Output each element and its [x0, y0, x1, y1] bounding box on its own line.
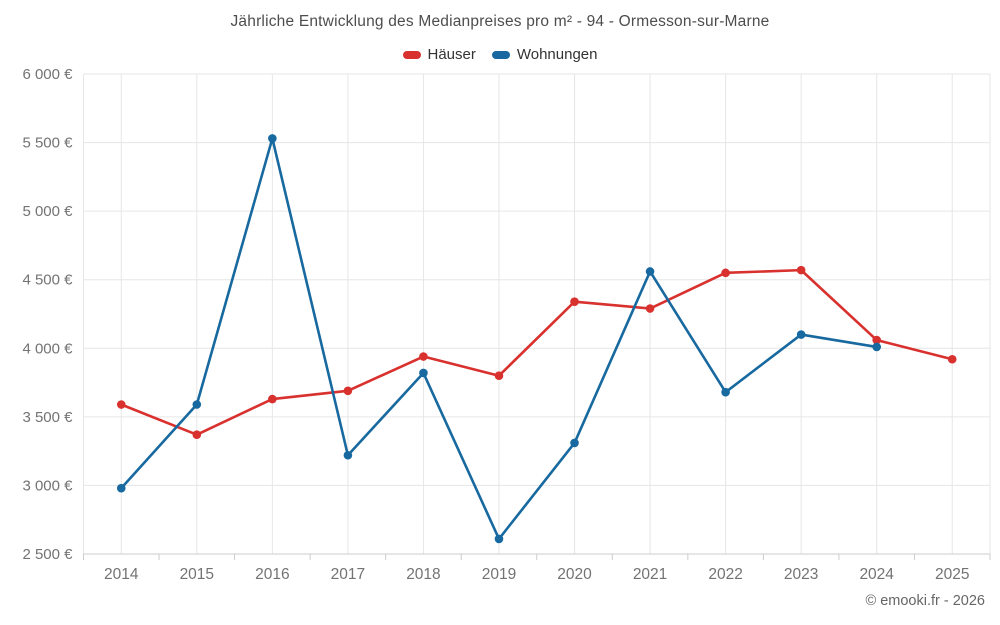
wohnungen-legend-swatch-icon: [491, 50, 510, 59]
data-point-häuser: [721, 268, 730, 278]
y-axis-label: 2 500 €: [22, 546, 73, 563]
x-axis-label: 2021: [633, 566, 667, 583]
x-axis-label: 2025: [935, 566, 969, 583]
data-point-wohnungen: [796, 330, 806, 339]
data-point-wohnungen: [343, 450, 353, 460]
x-axis-label: 2016: [255, 566, 289, 583]
data-point-wohnungen: [872, 342, 881, 352]
y-axis-label: 5 500 €: [22, 135, 73, 152]
x-axis-label: 2017: [331, 566, 365, 583]
data-point-häuser: [570, 297, 579, 306]
data-point-wohnungen: [645, 267, 655, 276]
hauser-legend-swatch-icon: [402, 50, 421, 59]
data-point-wohnungen: [419, 368, 428, 378]
x-axis-label: 2023: [784, 566, 818, 583]
y-axis-label: 3 000 €: [22, 477, 73, 494]
x-axis-label: 2018: [406, 566, 440, 583]
data-point-häuser: [796, 265, 806, 275]
x-axis-label: 2020: [557, 566, 592, 583]
x-axis-label: 2014: [104, 566, 139, 583]
y-axis-label: 3 500 €: [22, 409, 73, 426]
legend-item-hauser[interactable]: Häuser: [402, 46, 476, 63]
data-point-häuser: [192, 430, 202, 439]
y-axis-label: 4 000 €: [22, 340, 73, 357]
data-point-wohnungen: [116, 483, 126, 493]
data-point-wohnungen: [192, 400, 202, 409]
y-axis-label: 4 500 €: [22, 272, 73, 289]
chart-legend: Häuser Wohnungen: [0, 46, 1000, 63]
data-point-wohnungen: [268, 134, 277, 143]
data-point-wohnungen: [721, 387, 730, 397]
data-point-häuser: [872, 335, 881, 345]
data-point-häuser: [343, 386, 353, 396]
data-point-häuser: [419, 352, 428, 361]
y-axis-label: 5 000 €: [22, 203, 73, 220]
y-axis-label: 6 000 €: [22, 66, 73, 83]
hauser-legend-label: Häuser: [427, 46, 476, 63]
data-point-häuser: [494, 371, 504, 381]
copyright-text: © emooki.fr - 2026: [865, 593, 985, 609]
data-point-häuser: [947, 354, 957, 364]
series-line-häuser: [119, 268, 954, 436]
chart-title: Jährliche Entwicklung des Medianpreises …: [230, 13, 770, 30]
x-axis-label: 2019: [482, 566, 516, 583]
data-point-häuser: [645, 304, 655, 313]
x-axis-label: 2015: [180, 566, 214, 583]
x-axis-label: 2022: [708, 566, 742, 583]
wohnungen-legend-label: Wohnungen: [516, 46, 598, 63]
x-axis-label: 2024: [859, 566, 894, 583]
data-point-wohnungen: [494, 534, 504, 544]
data-point-häuser: [116, 400, 126, 409]
legend-item-wohnungen[interactable]: Wohnungen: [491, 46, 598, 63]
data-point-wohnungen: [570, 438, 579, 448]
data-point-häuser: [268, 394, 277, 404]
